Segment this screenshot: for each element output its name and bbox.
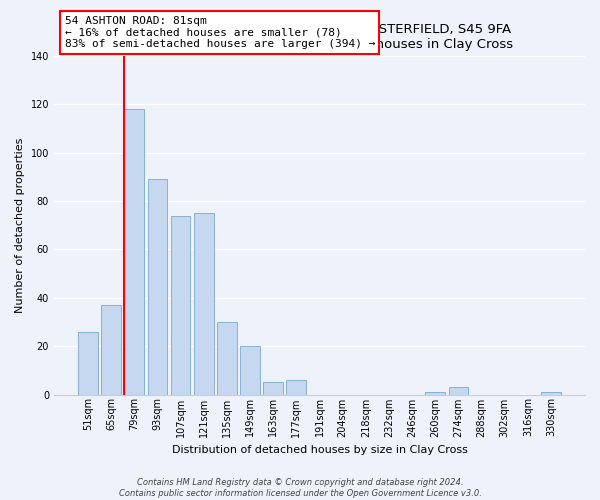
Bar: [194, 213, 214, 394]
Bar: [217, 322, 236, 394]
Bar: [425, 392, 445, 394]
Bar: [286, 380, 306, 394]
X-axis label: Distribution of detached houses by size in Clay Cross: Distribution of detached houses by size …: [172, 445, 467, 455]
Bar: [124, 109, 144, 395]
Bar: [78, 332, 98, 394]
Text: 54 ASHTON ROAD: 81sqm
← 16% of detached houses are smaller (78)
83% of semi-deta: 54 ASHTON ROAD: 81sqm ← 16% of detached …: [65, 16, 375, 49]
Bar: [541, 392, 561, 394]
Text: Contains HM Land Registry data © Crown copyright and database right 2024.
Contai: Contains HM Land Registry data © Crown c…: [119, 478, 481, 498]
Y-axis label: Number of detached properties: Number of detached properties: [15, 138, 25, 313]
Bar: [263, 382, 283, 394]
Bar: [170, 216, 190, 394]
Bar: [101, 305, 121, 394]
Bar: [148, 180, 167, 394]
Bar: [449, 388, 468, 394]
Bar: [240, 346, 260, 395]
Title: 54, ASHTON ROAD, CLAY CROSS, CHESTERFIELD, S45 9FA
Size of property relative to : 54, ASHTON ROAD, CLAY CROSS, CHESTERFIEL…: [126, 22, 513, 50]
